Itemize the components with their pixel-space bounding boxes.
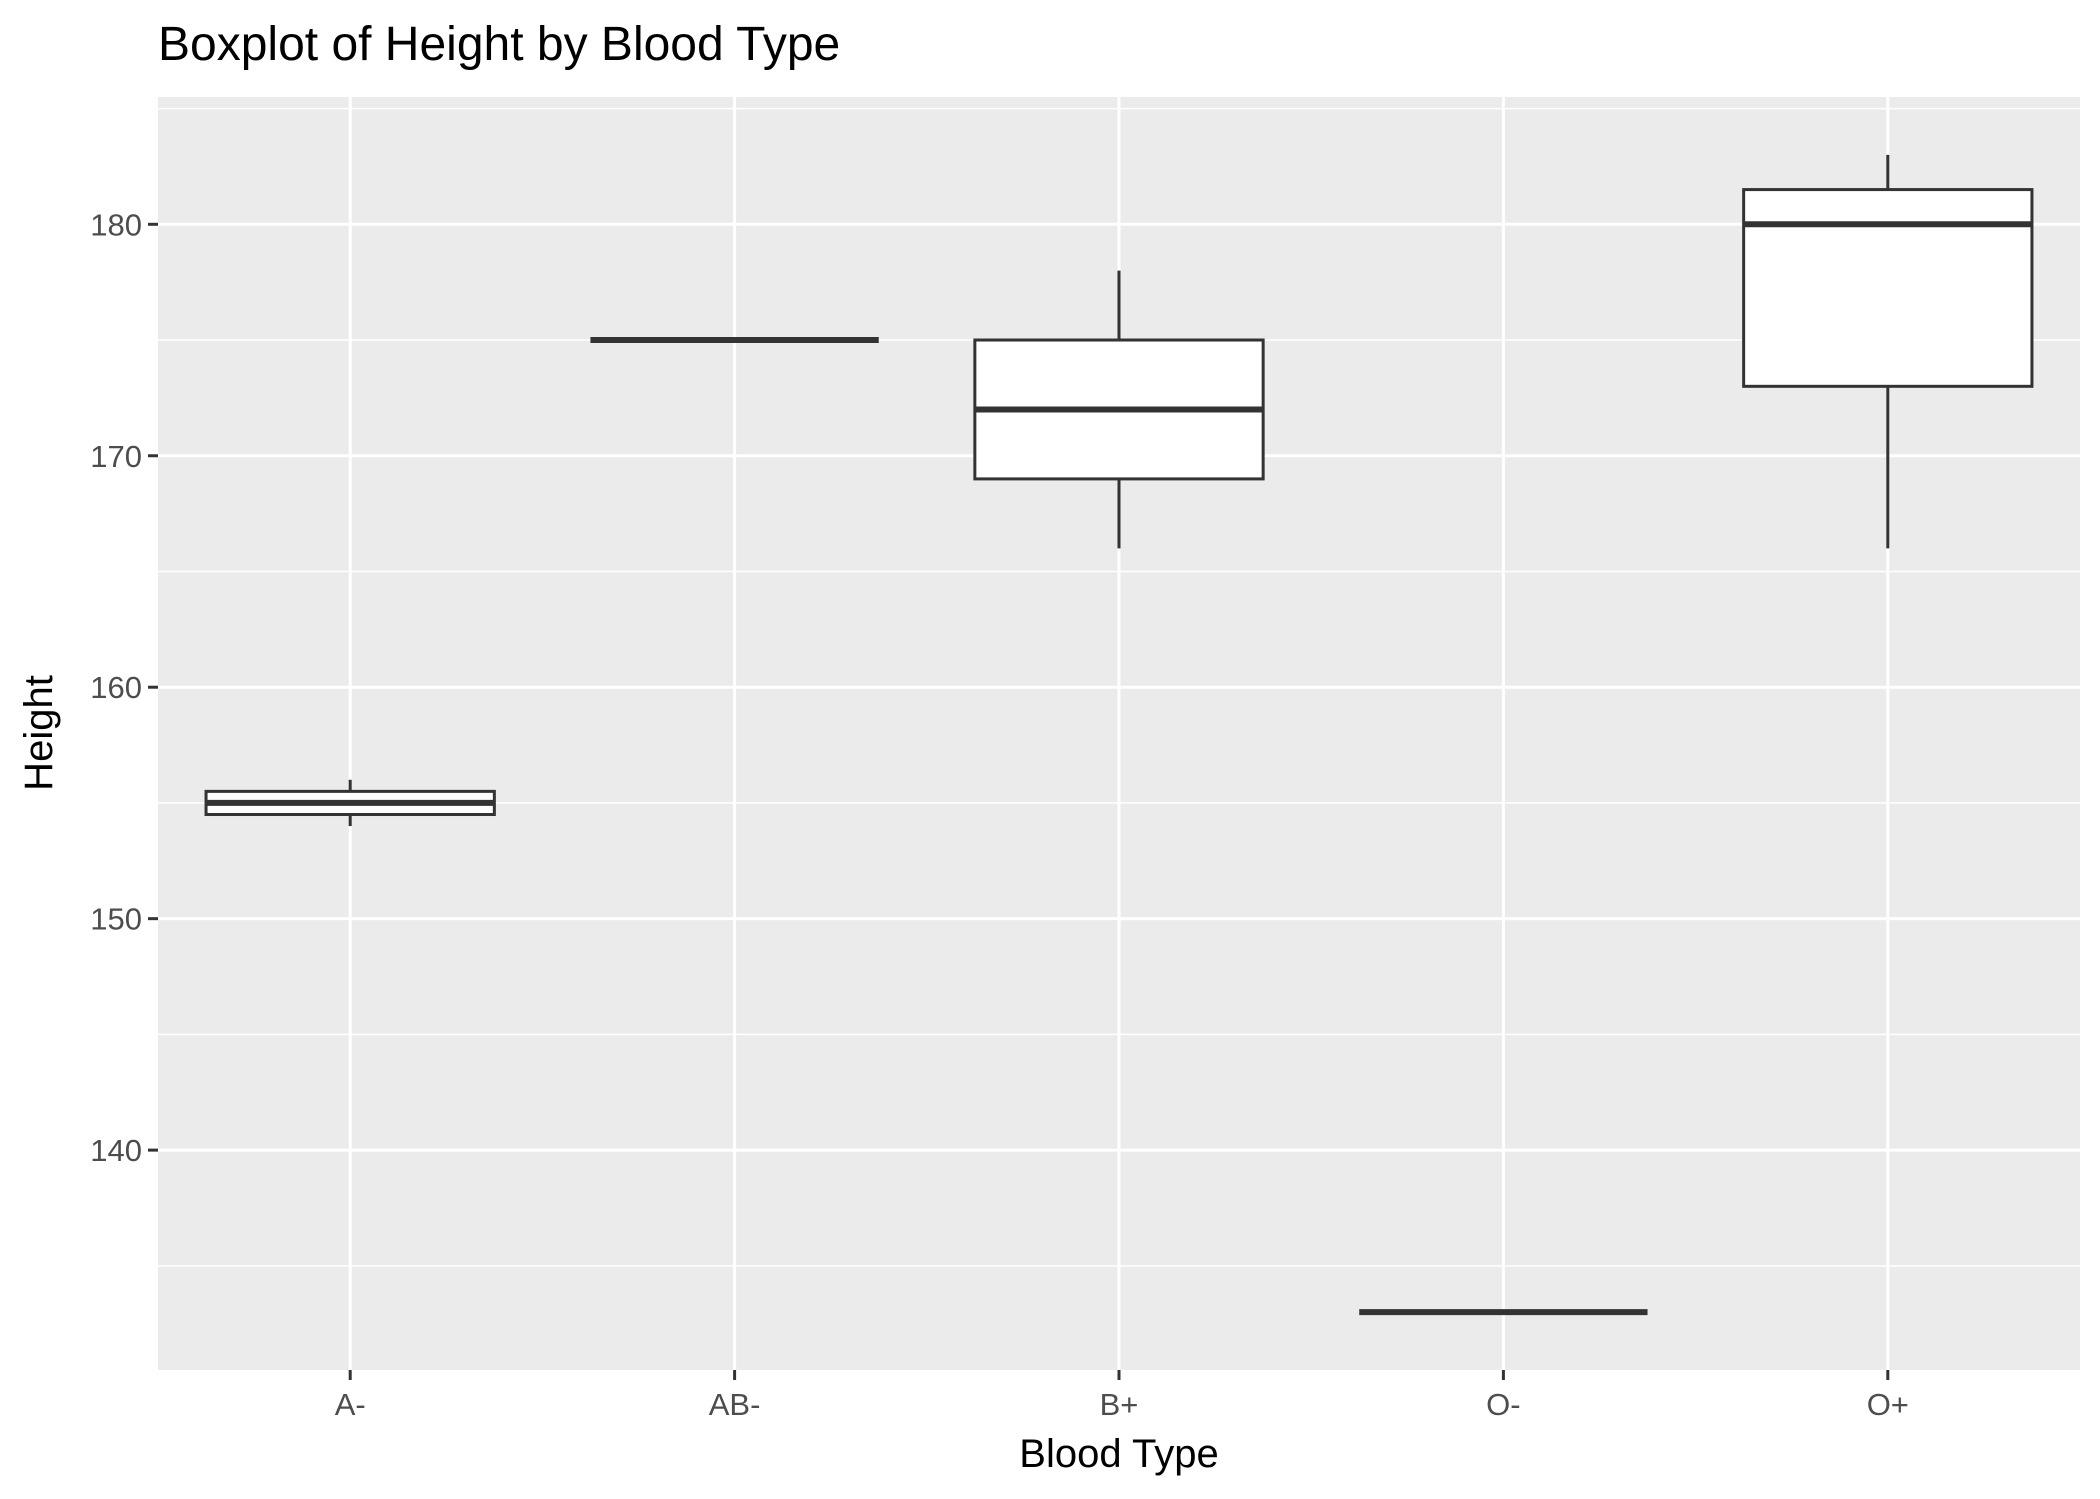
x-tick-label: O+ [1867, 1387, 1909, 1422]
y-tick-label: 160 [90, 670, 142, 705]
x-axis: A- AB- B+ O- O+ [335, 1370, 1909, 1422]
box-B+ [973, 270, 1265, 549]
x-tick-label: A- [335, 1387, 366, 1422]
x-axis-title: Blood Type [1019, 1432, 1218, 1476]
boxes-layer [204, 154, 2034, 1316]
box-A- [204, 779, 496, 827]
y-tick-label: 180 [90, 207, 142, 242]
x-tick-label: O- [1486, 1387, 1520, 1422]
major-gridlines [158, 97, 2080, 1370]
y-tick-label: 150 [90, 902, 142, 937]
y-axis: 140 150 160 170 180 [90, 207, 158, 1168]
y-tick-label: 140 [90, 1133, 142, 1168]
x-tick-label: AB- [709, 1387, 761, 1422]
x-tick-label: B+ [1100, 1387, 1139, 1422]
box-O+ [1742, 154, 2034, 549]
chart-title: Boxplot of Height by Blood Type [158, 18, 840, 71]
iqr-box [1742, 188, 2034, 388]
y-tick-label: 170 [90, 439, 142, 474]
y-axis-title: Height [17, 675, 61, 791]
